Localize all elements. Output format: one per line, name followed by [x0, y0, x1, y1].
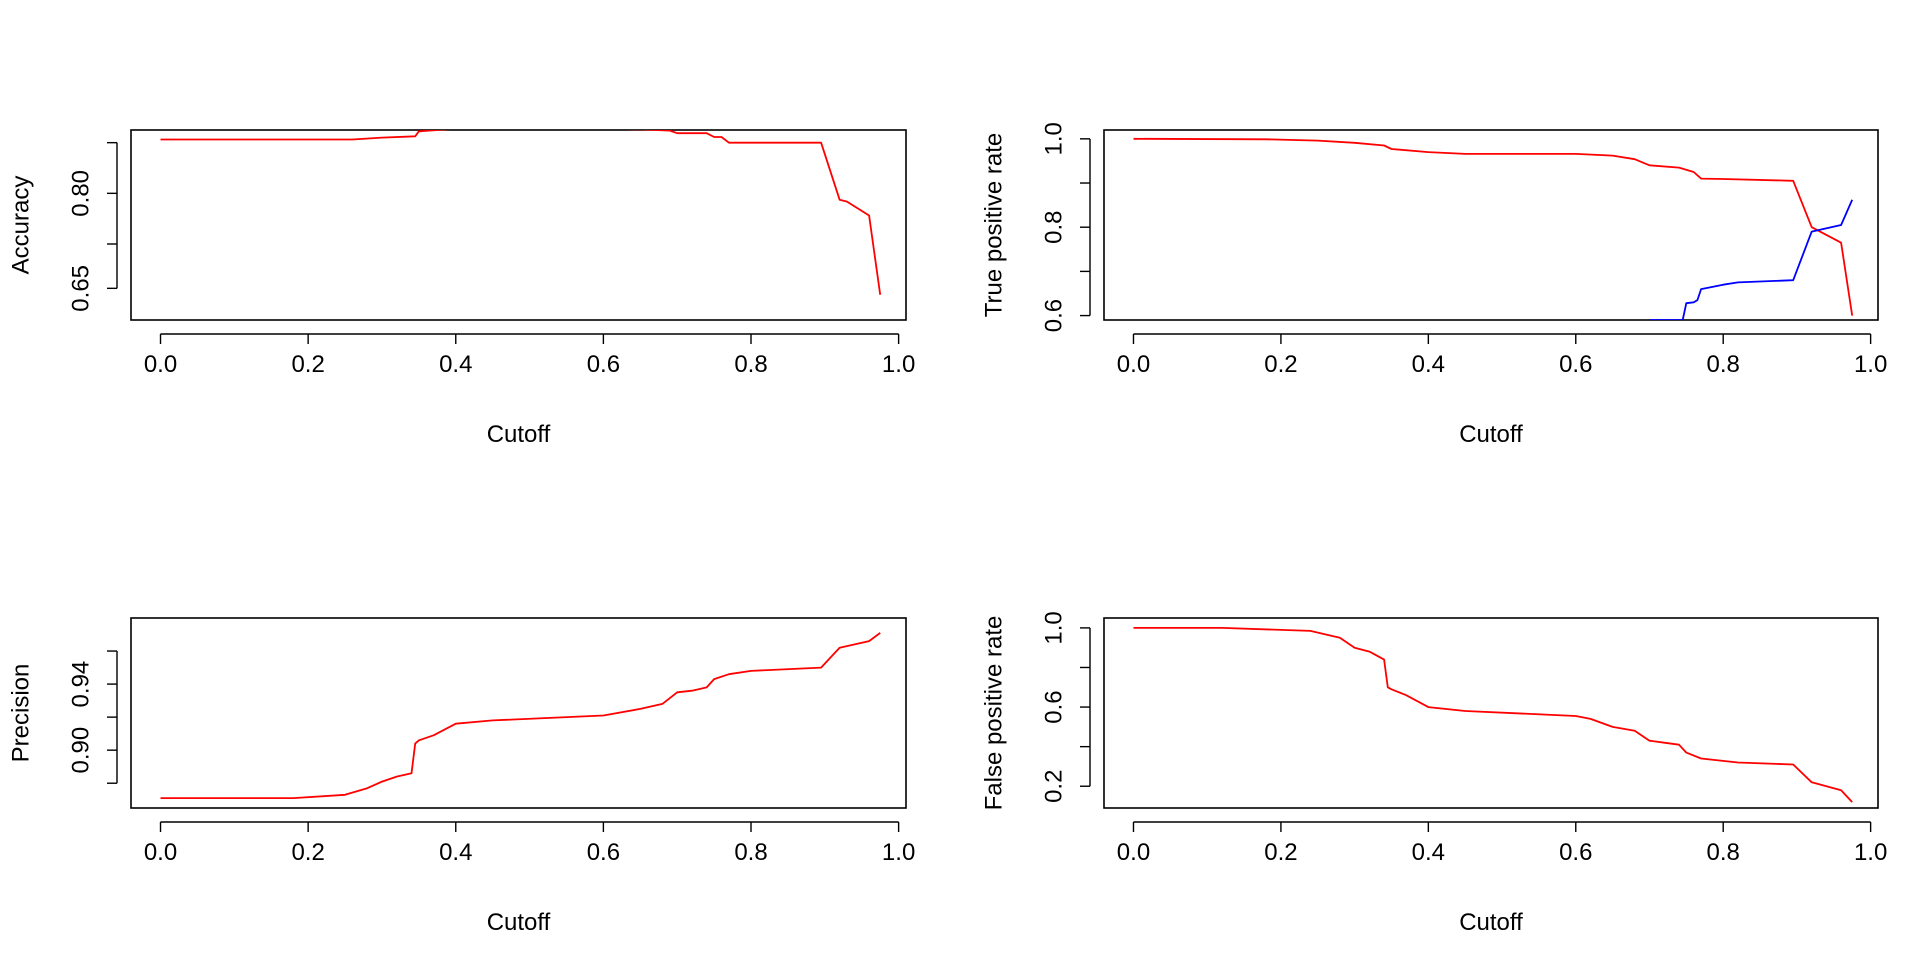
- y-tick-label: 0.90: [68, 727, 95, 774]
- y-tick-label: 0.6: [1041, 299, 1068, 332]
- x-tick-label: 0.6: [587, 839, 620, 866]
- y-tick-label: 0.6: [1041, 690, 1068, 723]
- y-tick-label: 0.65: [68, 265, 95, 312]
- x-axis-label: Cutoff: [487, 421, 551, 448]
- x-tick-label: 0.2: [1264, 351, 1297, 378]
- x-tick-label: 0.8: [1707, 839, 1740, 866]
- x-tick-label: 1.0: [1854, 839, 1887, 866]
- x-tick-label: 0.8: [734, 839, 767, 866]
- y-tick-label: 1.0: [1041, 122, 1068, 155]
- x-tick-label: 0.2: [1264, 839, 1297, 866]
- x-tick-label: 1.0: [1854, 351, 1887, 378]
- series-line-0: [160, 632, 881, 799]
- plot-frame: [1103, 617, 1879, 809]
- x-tick-label: 0.0: [144, 351, 177, 378]
- x-tick-label: 0.0: [1117, 839, 1150, 866]
- plot-frame: [130, 129, 907, 321]
- x-tick-label: 1.0: [882, 351, 915, 378]
- x-axis-label: Cutoff: [1459, 909, 1523, 936]
- series-line-0: [1133, 137, 1854, 316]
- x-tick-label: 1.0: [882, 839, 915, 866]
- y-axis-label: Accuracy: [8, 176, 35, 275]
- chart-precision: 0.0 0.2 0.4 0.6 0.8 1.0 Cutoff 0.90 0.94 Precisio…: [8, 617, 915, 936]
- plot-frame: [130, 617, 907, 809]
- x-tick-label: 0.4: [439, 839, 472, 866]
- chart-accuracy: 0.0 0.2 0.4 0.6 0.8 1.0 Cutoff 0.65 0.80 Accuracy: [8, 129, 915, 448]
- x-tick-label: 0.8: [1707, 351, 1740, 378]
- x-tick-label: 0.6: [587, 351, 620, 378]
- x-tick-label: 0.6: [1559, 351, 1592, 378]
- x-tick-label: 0.2: [291, 839, 324, 866]
- plot-frame: [1103, 129, 1879, 321]
- x-axis-label: Cutoff: [487, 909, 551, 936]
- series-line-1: [1649, 199, 1854, 320]
- y-tick-label: 0.94: [68, 661, 95, 708]
- chart-true-positive-rate: 0.0 0.2 0.4 0.6 0.8 1.0 Cutoff 0.6 0.8 1.0 True po…: [981, 122, 1888, 448]
- x-tick-label: 0.0: [144, 839, 177, 866]
- chart-false-positive-rate: 0.0 0.2 0.4 0.6 0.8 1.0 Cutoff 0.2 0.6 1.0 False p…: [981, 611, 1888, 936]
- y-axis-label: False positive rate: [981, 616, 1008, 811]
- series-line-0: [160, 130, 882, 295]
- x-tick-label: 0.6: [1559, 839, 1592, 866]
- x-tick-label: 0.4: [439, 351, 472, 378]
- y-axis-label: Precision: [8, 664, 35, 763]
- series-line-0: [1133, 627, 1853, 803]
- x-tick-label: 0.8: [734, 351, 767, 378]
- x-tick-label: 0.0: [1117, 351, 1150, 378]
- x-tick-label: 0.2: [291, 351, 324, 378]
- y-tick-label: 0.80: [68, 170, 95, 217]
- y-tick-label: 0.8: [1041, 211, 1068, 244]
- y-axis-label: True positive rate: [981, 133, 1008, 318]
- y-tick-label: 0.2: [1041, 770, 1068, 803]
- y-tick-label: 1.0: [1041, 611, 1068, 644]
- x-tick-label: 0.4: [1412, 839, 1445, 866]
- x-tick-label: 0.4: [1412, 351, 1445, 378]
- x-axis-label: Cutoff: [1459, 421, 1523, 448]
